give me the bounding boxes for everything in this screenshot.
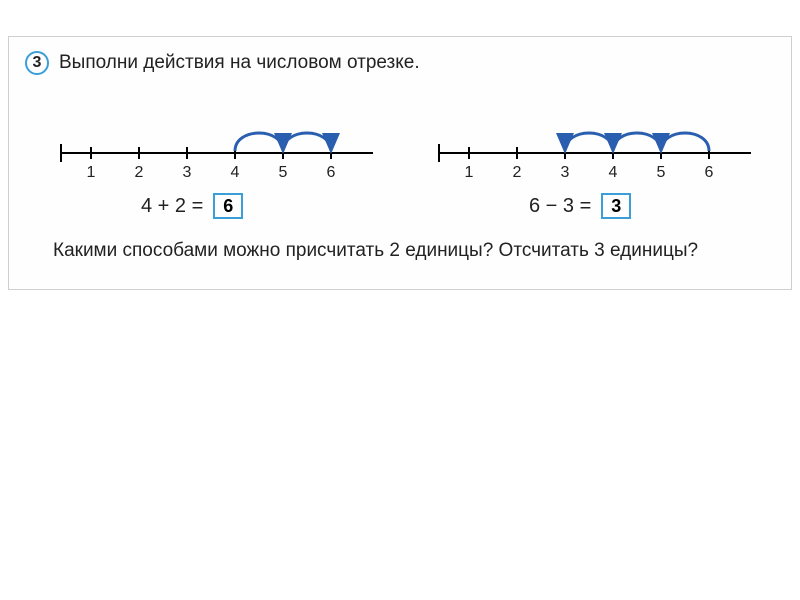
equation-1-answer-box: 6: [213, 193, 243, 219]
svg-text:1: 1: [465, 164, 474, 181]
svg-text:5: 5: [657, 164, 666, 181]
svg-text:3: 3: [183, 164, 192, 181]
equation-2-expression: 6 − 3 =: [529, 195, 591, 218]
number-line-left-block: 1 2 3 4 5 6 4 + 2 = 6: [51, 105, 381, 219]
svg-text:5: 5: [279, 164, 288, 181]
task-header: 3 Выполни действия на числовом отрезке.: [9, 37, 791, 83]
svg-text:3: 3: [561, 164, 570, 181]
task-title: Выполни действия на числовом отрезке.: [59, 52, 420, 74]
equation-2: 6 − 3 = 3: [529, 193, 759, 219]
equation-2-answer-box: 3: [601, 193, 631, 219]
svg-text:2: 2: [135, 164, 144, 181]
svg-text:2: 2: [513, 164, 522, 181]
svg-text:6: 6: [705, 164, 714, 181]
equation-1: 4 + 2 = 6: [141, 193, 381, 219]
svg-text:6: 6: [327, 164, 336, 181]
number-line-2: 1 2 3 4 5 6: [429, 105, 759, 185]
number-lines-row: 1 2 3 4 5 6 4 + 2 = 6 1 2 3 4 5 6 6 − 3 = 3: [9, 83, 791, 219]
equation-1-expression: 4 + 2 =: [141, 195, 203, 218]
number-line-right-block: 1 2 3 4 5 6 6 − 3 = 3: [429, 105, 759, 219]
svg-text:4: 4: [609, 164, 618, 181]
svg-text:4: 4: [231, 164, 240, 181]
task-number-badge: 3: [25, 51, 49, 75]
svg-text:1: 1: [87, 164, 96, 181]
worksheet-panel: 3 Выполни действия на числовом отрезке. …: [8, 36, 792, 290]
number-line-1: 1 2 3 4 5 6: [51, 105, 381, 185]
task-question: Какими способами можно присчитать 2 един…: [9, 219, 791, 265]
task-number-text: 3: [33, 54, 42, 72]
